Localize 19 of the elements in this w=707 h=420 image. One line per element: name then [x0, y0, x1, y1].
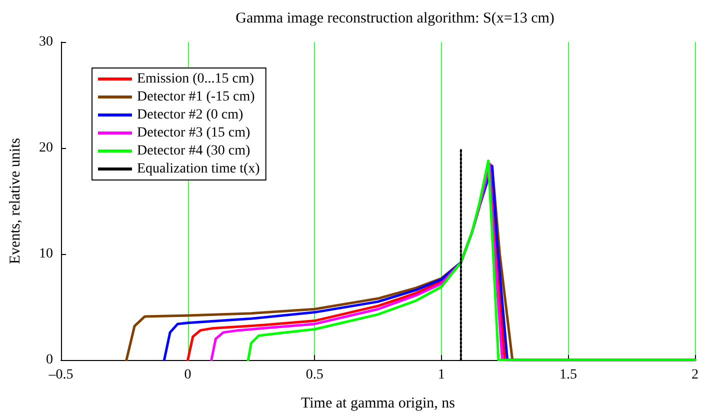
x-tick-label: 1	[438, 368, 445, 382]
y-tick-label: 30	[39, 34, 53, 50]
x-tick-label: 1.5	[559, 368, 577, 382]
legend-label: Equalization time t(x)	[137, 162, 260, 176]
legend-label: Detector #3 (15 cm)	[137, 126, 250, 140]
y-tick-label: 10	[39, 246, 53, 262]
legend-label: Detector #1 (-15 cm)	[137, 90, 256, 104]
x-axis-title: Time at gamma origin, ns	[300, 396, 456, 412]
x-tick-label: 0.5	[306, 368, 324, 382]
y-tick-label: 0	[46, 352, 53, 368]
x-tick-label: –0.5	[48, 368, 74, 382]
legend-label: Detector #4 (30 cm)	[137, 144, 250, 158]
y-tick-label: 20	[39, 140, 53, 156]
legend-label: Detector #2 (0 cm)	[137, 108, 244, 122]
y-axis-title: Events, relative units	[8, 138, 24, 264]
x-tick-label: 0	[184, 368, 192, 382]
chart-title: Gamma image reconstruction algorithm: S(x=13 cm)	[236, 10, 554, 26]
legend-label: Emission (0...15 cm)	[137, 72, 254, 86]
x-tick-label: 2	[692, 368, 698, 382]
